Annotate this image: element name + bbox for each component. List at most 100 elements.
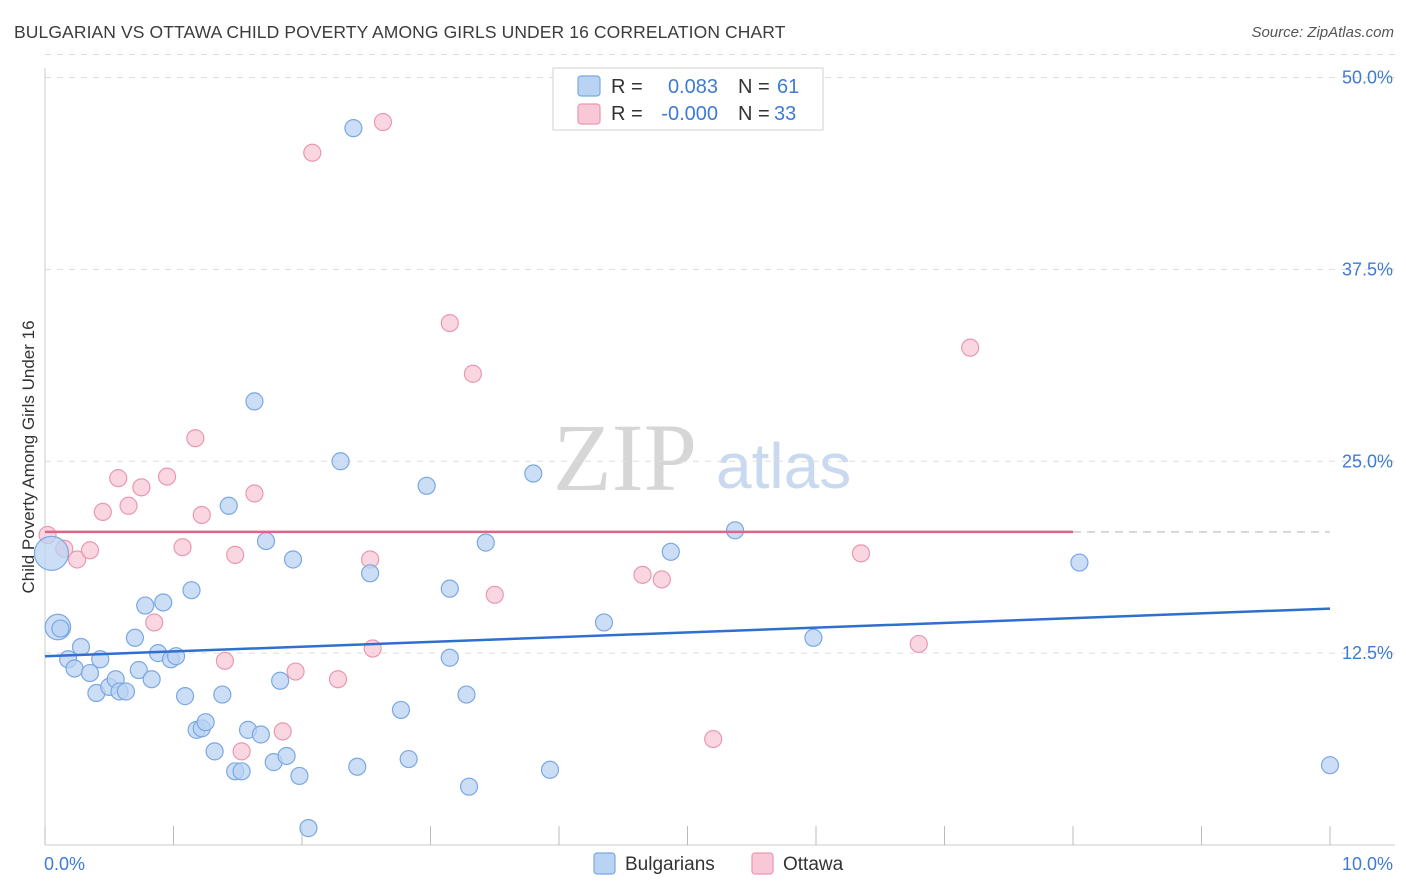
gridlines: [45, 53, 1395, 654]
ottawa-point: [286, 662, 305, 681]
ottawa-point: [704, 729, 723, 749]
ottawa-point: [109, 469, 128, 488]
ottawa-point: [173, 538, 192, 557]
watermark-atlas: atlas: [716, 430, 851, 502]
ottawa-point: [132, 478, 151, 497]
y-tick-label: 50.0%: [1342, 68, 1393, 88]
bulgarians-point: [213, 685, 232, 704]
legend-n-label-1: N =: [738, 76, 770, 98]
legend-r-label-2: R =: [611, 103, 643, 125]
ottawa-point: [463, 364, 483, 383]
ottawa-point: [232, 742, 251, 761]
bulgarians-point: [80, 663, 100, 683]
legend-n-value-2: 33: [774, 103, 796, 125]
bulgarians-point: [361, 564, 380, 583]
source-label: Source: ZipAtlas.com: [1251, 24, 1394, 41]
ottawa-point: [245, 484, 264, 503]
bulgarians-point: [256, 531, 276, 551]
x-tick-label-min: 0.0%: [44, 854, 85, 874]
bulgarians-point: [71, 637, 91, 657]
bulgarians-point: [65, 659, 84, 678]
bulgarians-point: [290, 766, 309, 786]
ottawa-point: [909, 634, 928, 654]
legend-swatch-blue: [577, 75, 601, 97]
bulgarians-point: [245, 392, 264, 411]
legend-n-value-1: 61: [777, 76, 799, 98]
trend-lines: [44, 530, 1331, 658]
legend-r-value-2: -0.000: [661, 103, 718, 125]
ottawa-point: [273, 722, 292, 741]
ottawa-point: [215, 651, 234, 670]
legend-swatch-pink: [577, 103, 601, 125]
ottawa-point: [851, 544, 871, 563]
ottawa-point: [119, 496, 138, 515]
bottom-legend-label-ottawa: Ottawa: [783, 854, 844, 875]
ottawa-point: [652, 570, 671, 589]
bulgarians-point: [348, 757, 367, 776]
bulgarians-point: [725, 521, 745, 540]
legend-r-value-1: 0.083: [668, 76, 718, 98]
ottawa-point: [485, 585, 504, 604]
y-tick-label: 37.5%: [1342, 259, 1393, 279]
ottawa-point: [633, 565, 652, 584]
axes: [44, 68, 1395, 846]
bulgarians-point: [232, 762, 251, 781]
watermark: ZIP atlas: [553, 404, 851, 511]
ottawa-point: [328, 670, 348, 689]
bottom-legend-swatch-ottawa: [751, 852, 774, 875]
y-tick-label: 25.0%: [1342, 451, 1393, 471]
bulgarians-point: [271, 671, 290, 690]
bulgarians-point: [540, 760, 560, 779]
series-legend: Bulgarians Ottawa: [593, 852, 844, 875]
bulgarians-point: [661, 542, 680, 561]
bulgarians-point: [142, 670, 161, 689]
ottawa-point: [440, 314, 459, 333]
bulgarians-point: [1070, 553, 1089, 572]
bulgarians-point: [476, 533, 495, 552]
bulgarians-point: [1320, 756, 1340, 775]
bulgarians-point: [129, 660, 148, 680]
bulgarians-point: [219, 496, 238, 515]
watermark-zip: ZIP: [553, 404, 697, 511]
ottawa-point: [303, 143, 322, 162]
bulgarians-point: [344, 119, 363, 138]
correlation-legend: R = 0.083 N = 61 R = -0.000 N = 33: [552, 67, 824, 131]
legend-n-label-2: N =: [738, 103, 770, 125]
bulgarians-point: [182, 581, 201, 600]
bulgarians-point: [116, 682, 136, 701]
chart-title: BULGARIAN VS OTTAWA CHILD POVERTY AMONG …: [14, 22, 786, 42]
bulgarians-point: [440, 579, 459, 598]
y-tick-label: 12.5%: [1342, 643, 1393, 663]
bulgarians-point: [459, 777, 479, 796]
bulgarians-trend-line: [44, 607, 1331, 658]
bulgarians-point: [524, 464, 543, 483]
bulgarians-point: [125, 628, 145, 647]
bulgarians-point: [196, 713, 215, 732]
bulgarians-point: [440, 648, 459, 667]
ottawa-point: [68, 550, 87, 569]
y-tick-labels: 12.5% 25.0% 37.5% 50.0%: [1342, 68, 1393, 664]
ottawa-point: [373, 112, 393, 132]
ottawa-point: [192, 505, 211, 525]
bottom-legend-swatch-bulgarians: [593, 852, 616, 875]
x-tick-label-max: 10.0%: [1342, 854, 1393, 874]
bulgarians-point: [299, 819, 318, 838]
bulgarians-point: [154, 593, 173, 612]
bulgarians-point: [417, 476, 436, 495]
ottawa-point: [80, 541, 100, 560]
bulgarians-point: [175, 687, 195, 706]
bulgarians-point: [33, 535, 70, 571]
y-axis-title: Child Poverty Among Girls Under 16: [19, 320, 38, 593]
bulgarians-point: [399, 749, 418, 769]
ottawa-point: [186, 429, 205, 448]
bulgarians-point: [594, 613, 614, 632]
bulgarians-point: [205, 742, 224, 761]
ottawa-point: [93, 502, 112, 522]
bulgarians-point: [277, 746, 296, 766]
bulgarians-point: [283, 550, 303, 569]
ottawa-point: [145, 613, 164, 632]
bulgarians-point: [136, 596, 155, 615]
bulgarians-point: [251, 725, 270, 744]
ottawa-point: [157, 467, 177, 486]
